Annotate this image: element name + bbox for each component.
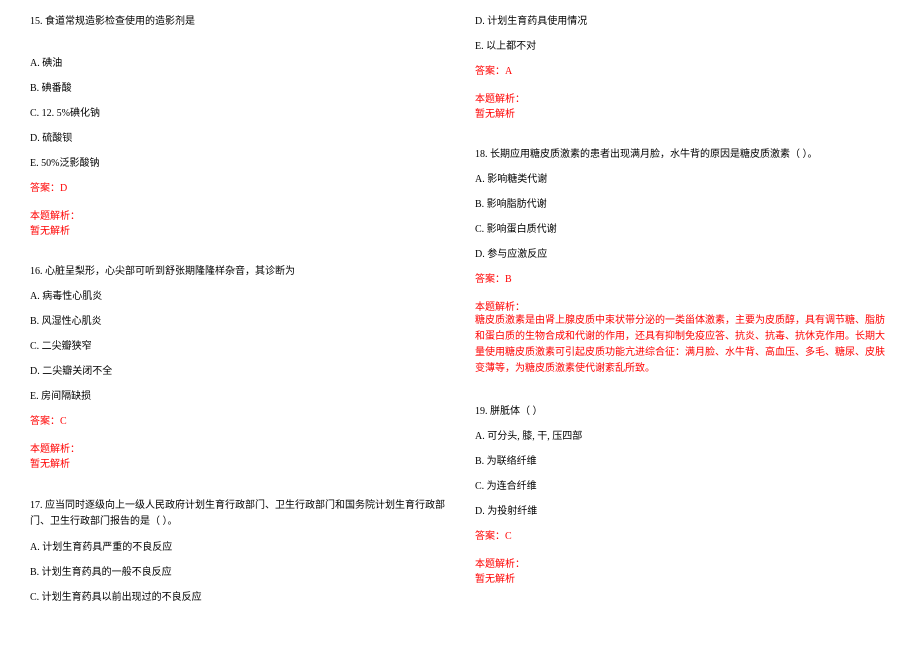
- q16-option-d: D. 二尖瓣关闭不全: [30, 365, 445, 379]
- q15-option-b: B. 碘番酸: [30, 82, 445, 96]
- q18-option-b: B. 影响脂肪代谢: [475, 198, 890, 212]
- q19-option-b: B. 为联络纤维: [475, 455, 890, 469]
- q18-option-d: D. 参与应激反应: [475, 248, 890, 262]
- q19-option-c: C. 为连合纤维: [475, 480, 890, 494]
- q16-stem: 16. 心脏呈梨形，心尖部可听到舒张期隆隆样杂音，其诊断为: [30, 265, 445, 279]
- q16-option-a: A. 病毒性心肌炎: [30, 290, 445, 304]
- q15-option-e: E. 50%泛影酸钠: [30, 157, 445, 171]
- q16-option-c: C. 二尖瓣狭窄: [30, 340, 445, 354]
- q17-option-c: C. 计划生育药具以前出现过的不良反应: [30, 591, 445, 605]
- q19-stem: 19. 胼胝体（ ）: [475, 405, 890, 419]
- q19-option-d: D. 为投射纤维: [475, 505, 890, 519]
- q19-analysis-body: 暂无解析: [475, 570, 890, 585]
- q15-analysis-label: 本题解析：: [30, 207, 445, 222]
- q19-analysis-label: 本题解析：: [475, 555, 890, 570]
- q17-analysis-body: 暂无解析: [475, 105, 890, 120]
- q18-analysis-body: 糖皮质激素是由肾上腺皮质中束状带分泌的一类甾体激素，主要为皮质醇，具有调节糖、脂…: [475, 313, 890, 377]
- q17-option-a: A. 计划生育药具严重的不良反应: [30, 541, 445, 555]
- q15-option-a: A. 碘油: [30, 57, 445, 71]
- q15-option-c: C. 12. 5%碘化钠: [30, 107, 445, 121]
- q15-option-d: D. 硫酸钡: [30, 132, 445, 146]
- q16-option-b: B. 风湿性心肌炎: [30, 315, 445, 329]
- q17-stem: 17. 应当同时逐级向上一级人民政府计划生育行政部门、卫生行政部门和国务院计划生…: [30, 498, 445, 530]
- q18-answer: 答案：B: [475, 273, 890, 287]
- q19-answer: 答案：C: [475, 530, 890, 544]
- q15-analysis-body: 暂无解析: [30, 222, 445, 237]
- q18-analysis-label: 本题解析：: [475, 298, 890, 313]
- q18-option-c: C. 影响蛋白质代谢: [475, 223, 890, 237]
- q17-analysis-label: 本题解析：: [475, 90, 890, 105]
- q17-option-b: B. 计划生育药具的一般不良反应: [30, 566, 445, 580]
- q18-stem: 18. 长期应用糖皮质激素的患者出现满月脸，水牛背的原因是糖皮质激素（ ）。: [475, 148, 890, 162]
- q15-stem: 15. 食道常规造影检查使用的造影剂是: [30, 15, 445, 29]
- q17-answer: 答案：A: [475, 65, 890, 79]
- q17-option-e: E. 以上都不对: [475, 40, 890, 54]
- q15-answer: 答案：D: [30, 182, 445, 196]
- q16-option-e: E. 房间隔缺损: [30, 390, 445, 404]
- q19-option-a: A. 可分头, 膝, 干, 压四部: [475, 430, 890, 444]
- q16-answer: 答案：C: [30, 415, 445, 429]
- q18-option-a: A. 影响糖类代谢: [475, 173, 890, 187]
- q17-option-d: D. 计划生育药具使用情况: [475, 15, 890, 29]
- q16-analysis-label: 本题解析：: [30, 440, 445, 455]
- q16-analysis-body: 暂无解析: [30, 455, 445, 470]
